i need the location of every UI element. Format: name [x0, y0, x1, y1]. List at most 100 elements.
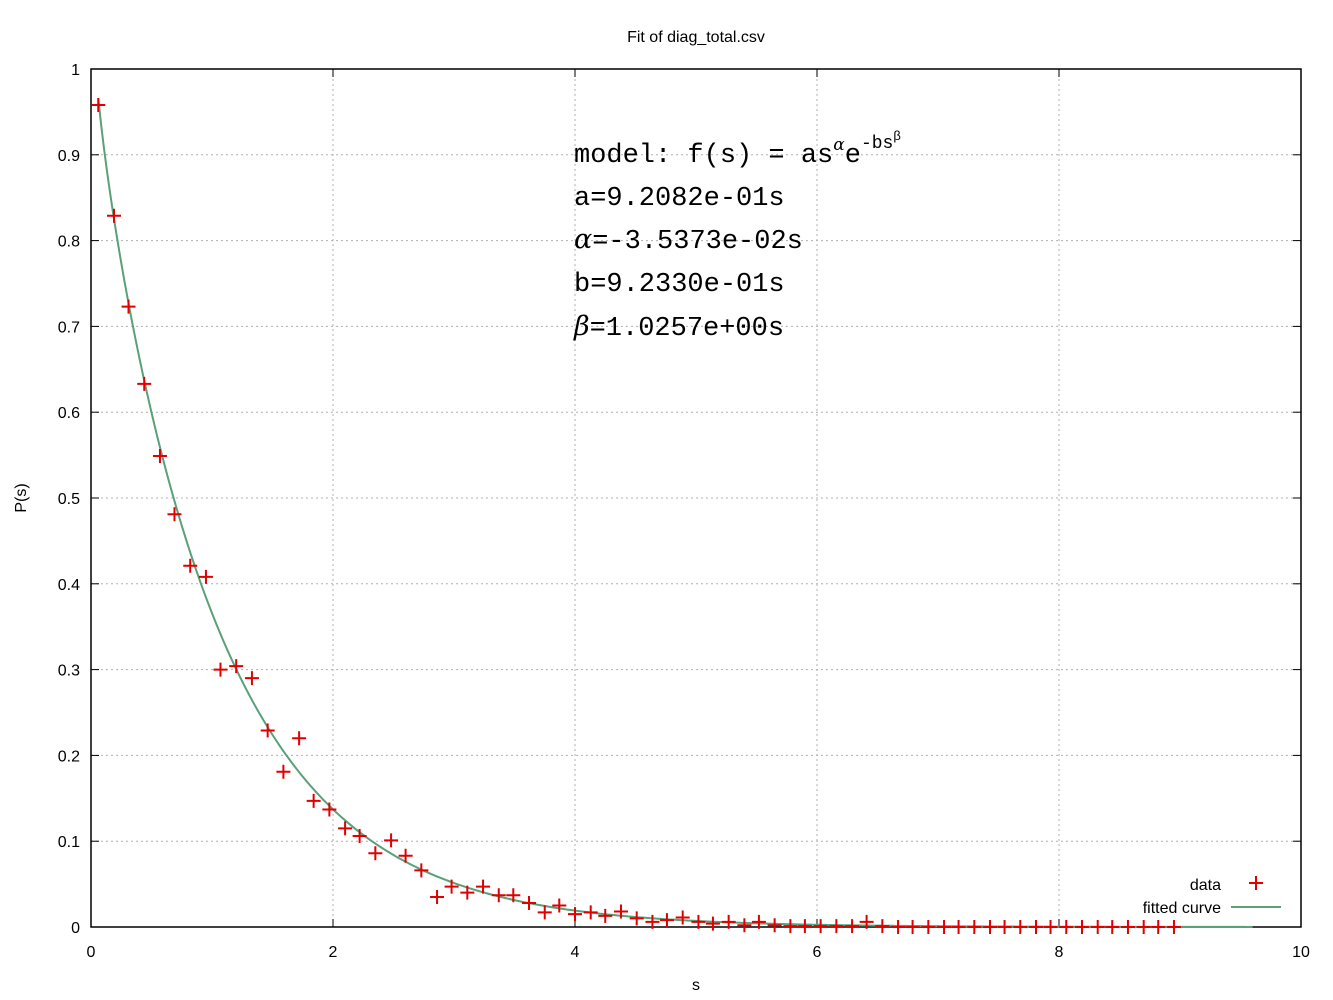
- data-point: [921, 920, 936, 934]
- y-tick-label: 0.2: [58, 748, 80, 765]
- data-point: [384, 833, 399, 848]
- data-point: [552, 898, 567, 913]
- data-point: [598, 908, 613, 923]
- data-point: [137, 376, 152, 391]
- data-point: [967, 920, 982, 934]
- data-point: [645, 914, 660, 929]
- data-point: [1090, 920, 1105, 934]
- data-point: [398, 848, 413, 863]
- data-point: [829, 919, 844, 934]
- data-point: [1059, 920, 1074, 934]
- y-tick-label: 0.9: [58, 148, 80, 165]
- data-point: [414, 863, 429, 878]
- data-point: [721, 914, 736, 929]
- data-point: [613, 904, 628, 919]
- data-point: [1151, 920, 1166, 934]
- data-point: [91, 98, 106, 113]
- model-sup-exp: -bs: [861, 134, 893, 154]
- model-sup-alpha: α: [833, 135, 845, 155]
- param-beta: β=1.0257e+00s: [573, 311, 784, 344]
- data-point: [338, 821, 353, 836]
- chart-title: Fit of diag_total.csv: [627, 29, 765, 46]
- model-formula: model: f(s) = asαe-bsβ: [574, 128, 901, 171]
- data-point: [659, 913, 674, 928]
- legend-marker-data: [1249, 876, 1263, 890]
- data-point: [460, 885, 475, 900]
- data-point: [797, 919, 812, 934]
- data-point: [229, 659, 244, 674]
- legend: data fitted curve: [1143, 876, 1281, 917]
- data-point: [1043, 920, 1058, 934]
- data-point: [352, 829, 367, 844]
- y-tick-label: 1: [71, 62, 80, 79]
- data-point: [476, 879, 491, 894]
- grid-lines: [91, 69, 1301, 927]
- data-point: [1120, 920, 1135, 934]
- data-point: [522, 895, 537, 910]
- data-point: [292, 731, 307, 746]
- data-point: [905, 920, 920, 934]
- param-a: a=9.2082e-01s: [574, 184, 785, 214]
- x-tick-label: 8: [1055, 944, 1064, 961]
- data-point: [1029, 920, 1044, 934]
- param-b: b=9.2330e-01s: [574, 270, 785, 300]
- x-tick-label: 6: [813, 944, 822, 961]
- y-tick-label: 0.7: [58, 319, 80, 336]
- data-point: [845, 919, 860, 934]
- data-point: [813, 919, 828, 934]
- data-point: [167, 507, 182, 522]
- data-point: [859, 914, 874, 929]
- data-point: [1166, 920, 1181, 934]
- data-point: [891, 920, 906, 934]
- y-tick-label: 0.5: [58, 491, 80, 508]
- data-point: [491, 888, 506, 903]
- y-axis-label: P(s): [13, 483, 30, 512]
- y-axis-ticks: 0 0.1 0.2 0.3 0.4 0.5 0.6 0.7 0.8 0.9 1: [58, 62, 1301, 937]
- data-point: [213, 662, 228, 677]
- y-tick-label: 0.4: [58, 577, 80, 594]
- data-point: [951, 920, 966, 934]
- data-point: [368, 846, 383, 861]
- data-point: [737, 918, 752, 933]
- data-point: [937, 920, 952, 934]
- data-point: [751, 914, 766, 929]
- data-point: [244, 671, 259, 686]
- data-point: [983, 920, 998, 934]
- legend-marker-plus: [1249, 876, 1263, 890]
- x-axis-label: s: [692, 977, 700, 994]
- data-point: [691, 914, 706, 929]
- data-point: [997, 920, 1012, 934]
- model-prefix: model: f(s) = as: [574, 141, 833, 171]
- data-point: [537, 905, 552, 920]
- model-sup-beta: β: [893, 128, 900, 143]
- data-point: [121, 299, 136, 314]
- data-points: [91, 98, 1181, 934]
- data-point: [705, 916, 720, 931]
- data-point: [1013, 920, 1028, 934]
- data-point: [629, 911, 644, 926]
- x-tick-label: 4: [571, 944, 580, 961]
- data-point: [183, 558, 198, 573]
- data-point: [152, 448, 167, 463]
- data-point: [875, 919, 890, 934]
- data-point: [106, 208, 121, 223]
- x-axis-ticks: 0 2 4 6 8 10: [87, 69, 1310, 961]
- legend-label-fit: fitted curve: [1143, 900, 1221, 917]
- y-tick-label: 0.6: [58, 405, 80, 422]
- data-point: [444, 879, 459, 894]
- data-point: [568, 907, 582, 922]
- data-point: [276, 764, 291, 779]
- x-tick-label: 10: [1292, 944, 1310, 961]
- data-point: [1136, 920, 1151, 934]
- fitted-curve-line: [97, 97, 1253, 928]
- y-tick-label: 0.3: [58, 663, 80, 680]
- data-point: [322, 802, 337, 817]
- data-point: [1105, 920, 1120, 934]
- legend-label-data: data: [1190, 877, 1221, 894]
- data-point: [583, 905, 598, 920]
- data-point: [430, 889, 445, 904]
- data-point: [1074, 920, 1089, 934]
- model-e: e: [845, 141, 861, 171]
- x-tick-label: 2: [329, 944, 338, 961]
